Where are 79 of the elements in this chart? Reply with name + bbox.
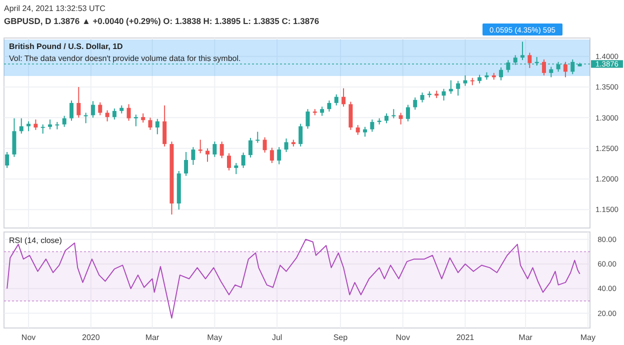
candlestick (69, 100, 74, 122)
candlestick (40, 124, 45, 134)
candlestick (19, 118, 24, 134)
x-tick-label: 2020 (82, 333, 100, 342)
candlestick (48, 119, 52, 130)
x-tick-label: Nov (21, 333, 36, 342)
candlestick (384, 112, 388, 124)
line-series (6, 238, 580, 319)
candlestick (105, 110, 110, 122)
candlestick (284, 138, 288, 152)
candlestick (184, 152, 188, 176)
x-tick-label: 2021 (456, 333, 475, 342)
candlestick (406, 104, 410, 122)
candlestick (298, 123, 303, 147)
candlestick (442, 88, 446, 102)
x-tick-label: Mar (145, 333, 160, 342)
candlestick (206, 148, 210, 162)
candlestick (248, 137, 252, 158)
candlestick (398, 112, 403, 125)
text: GBPUSD, D 1.3876 ▲ +0.0040 (+0.29%) O: 1.3838 H: 1.3895 L: 1.3835 C: 1.3876 (4, 16, 320, 26)
candlestick (241, 152, 246, 168)
x-tick-label: May (580, 333, 596, 342)
candlestick (270, 147, 274, 164)
candlestick (134, 114, 138, 127)
candlestick (76, 86, 81, 118)
candlestick (12, 118, 16, 158)
candlestick (62, 115, 66, 128)
candlestick (234, 162, 238, 175)
candlestick (420, 92, 424, 103)
candlestick (212, 141, 217, 158)
candlestick (456, 80, 460, 96)
candlestick (126, 104, 131, 122)
candlestick (191, 146, 196, 166)
candlestick (277, 146, 282, 165)
text: RSI (14, close) (9, 236, 62, 245)
candlestick (98, 102, 102, 116)
candlestick (549, 66, 554, 78)
candlestick (226, 152, 231, 171)
x-tick-label: Nov (396, 333, 410, 342)
candlestick (499, 66, 504, 81)
candlestick (342, 88, 346, 108)
candlestick (198, 139, 202, 154)
text: April 24, 2021 13:32:53 UTC (4, 4, 106, 13)
x-tick-label: May (207, 333, 222, 342)
candlestick (155, 118, 160, 135)
candlestick (90, 100, 95, 118)
candlestick (306, 108, 310, 130)
x-tick-label: Jul (272, 333, 282, 342)
candlestick (34, 119, 38, 130)
candlestick (363, 126, 368, 138)
candlestick (256, 131, 260, 144)
candlestick (84, 112, 88, 124)
candlestick (370, 119, 374, 132)
candlestick (220, 141, 224, 159)
candlestick (463, 74, 468, 86)
candlestick (448, 80, 453, 94)
candlestick (55, 121, 60, 130)
x-tick-label: Sep (333, 333, 348, 342)
candlestick (5, 152, 10, 168)
candlestick (392, 108, 396, 119)
candlestick (262, 136, 267, 154)
candlestick (520, 41, 525, 61)
candlestick (542, 58, 546, 76)
candlestick (148, 117, 152, 130)
candlestick (162, 104, 167, 147)
candlestick (141, 112, 146, 124)
x-tick-label: Mar (518, 333, 533, 342)
candlestick (528, 52, 532, 69)
candlestick (320, 106, 324, 116)
text: British Pound / U.S. Dollar, 1D (9, 42, 124, 51)
candlestick (356, 124, 360, 136)
candlestick (563, 61, 568, 78)
text: Vol: The data vendor doesn't provide volume data for this symbol. (9, 54, 241, 63)
candlestick (334, 94, 338, 106)
candlestick (327, 100, 332, 112)
candlestick (413, 96, 418, 110)
candlestick (348, 101, 353, 130)
candlestick (112, 108, 116, 120)
candlestick (26, 120, 31, 132)
